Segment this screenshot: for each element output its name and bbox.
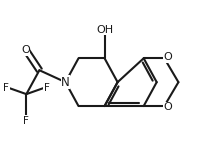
Text: N: N bbox=[61, 76, 70, 89]
Text: F: F bbox=[3, 83, 9, 93]
Text: F: F bbox=[24, 116, 29, 126]
Text: O: O bbox=[21, 45, 30, 55]
Text: O: O bbox=[163, 102, 172, 112]
Text: F: F bbox=[44, 83, 50, 93]
Text: OH: OH bbox=[96, 25, 113, 35]
Text: O: O bbox=[163, 52, 172, 62]
